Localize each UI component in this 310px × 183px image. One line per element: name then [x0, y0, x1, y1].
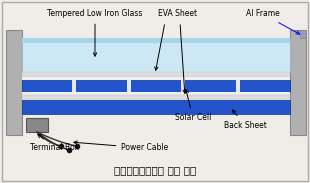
Bar	[22, 72, 290, 77]
Text: Al Frame: Al Frame	[246, 10, 299, 34]
Text: EVA Sheet: EVA Sheet	[158, 10, 197, 18]
Text: 태양광발전모듈의 일반 구조: 태양광발전모듈의 일반 구조	[114, 165, 196, 175]
Bar	[22, 92, 290, 95]
Text: Tempered Low Iron Glass: Tempered Low Iron Glass	[47, 10, 143, 56]
Bar	[300, 30, 306, 38]
Bar	[22, 38, 290, 43]
Text: Back Sheet: Back Sheet	[224, 110, 266, 130]
Bar	[181, 80, 185, 92]
Text: Power Cable: Power Cable	[74, 141, 169, 152]
Bar	[26, 118, 48, 132]
Bar	[22, 80, 290, 92]
Bar	[22, 95, 290, 100]
Bar	[127, 80, 131, 92]
Bar	[6, 30, 22, 135]
Bar	[73, 80, 76, 92]
Bar	[290, 30, 306, 135]
Text: Solar Cell: Solar Cell	[175, 90, 211, 122]
Text: Terminal Box: Terminal Box	[30, 134, 79, 152]
Bar	[22, 100, 290, 114]
Bar	[22, 38, 290, 72]
Bar	[22, 77, 290, 80]
Bar	[236, 80, 240, 92]
